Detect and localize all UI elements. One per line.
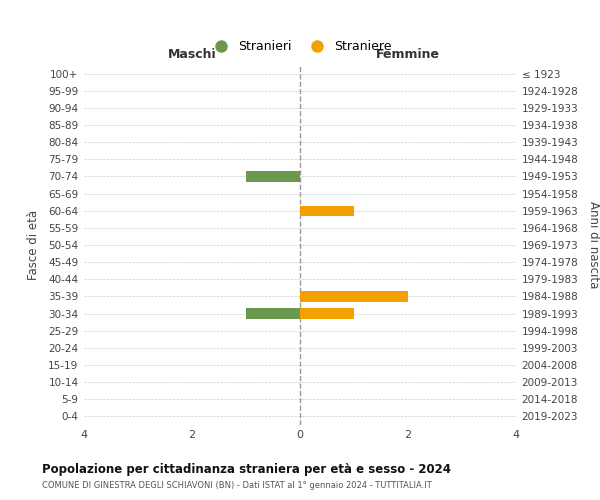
Bar (300, 206, 354, 216)
Bar (246, 172, 300, 181)
Text: Popolazione per cittadinanza straniera per età e sesso - 2024: Popolazione per cittadinanza straniera p… (42, 462, 451, 475)
Text: Maschi: Maschi (167, 48, 217, 62)
Text: Femmine: Femmine (376, 48, 440, 62)
Y-axis label: Fasce di età: Fasce di età (27, 210, 40, 280)
Bar (300, 292, 408, 302)
Legend: Stranieri, Straniere: Stranieri, Straniere (203, 35, 397, 58)
Bar (300, 308, 354, 318)
Y-axis label: Anni di nascita: Anni di nascita (587, 202, 599, 288)
Bar (246, 308, 300, 318)
Text: COMUNE DI GINESTRA DEGLI SCHIAVONI (BN) - Dati ISTAT al 1° gennaio 2024 - TUTTIT: COMUNE DI GINESTRA DEGLI SCHIAVONI (BN) … (42, 481, 432, 490)
